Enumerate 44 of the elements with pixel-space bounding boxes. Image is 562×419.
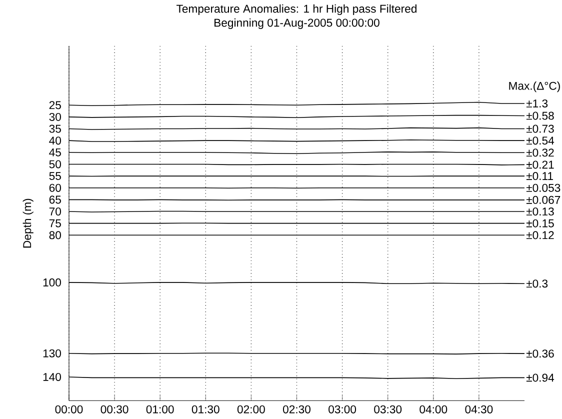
y-tick-label: 25 [49, 101, 61, 110]
series-label: ±0.053 [526, 184, 560, 192]
y-tick-label: 75 [49, 220, 61, 228]
x-tick-label: 01:30 [192, 406, 220, 414]
x-tick-label: 03:00 [328, 406, 356, 414]
y-tick-label: 30 [49, 113, 61, 122]
y-tick-label: 80 [49, 231, 61, 240]
y-tick-label: 70 [49, 208, 61, 216]
series-label: ±0.94 [526, 374, 554, 382]
x-tick-label: 04:30 [465, 406, 493, 414]
series-label: ±0.73 [526, 124, 554, 133]
series-label: ±0.067 [526, 196, 560, 204]
y-tick-label: 50 [49, 160, 61, 168]
y-tick-label: 35 [49, 124, 61, 133]
x-tick-label: 00:30 [100, 406, 128, 414]
y-tick-label: 140 [43, 373, 61, 382]
chart-subtitle: Beginning 01-Aug-2005 00:00:00 [214, 18, 380, 30]
x-tick-label: 03:30 [374, 406, 402, 414]
y-tick-label: 60 [49, 184, 61, 192]
y-tick-label: 65 [49, 196, 61, 204]
series-label: ±1.3 [526, 100, 548, 108]
x-tick-label: 02:30 [283, 406, 310, 414]
chart-title: Temperature Anomalies: 1 hr High pass Filtered [176, 4, 416, 16]
x-tick-label: 04:00 [420, 406, 448, 414]
y-tick-label: 40 [49, 136, 61, 145]
series-label: ±0.21 [526, 160, 554, 169]
y-tick-label: 55 [49, 172, 61, 180]
series-label: ±0.11 [526, 172, 553, 180]
series-label: ±0.36 [526, 350, 554, 358]
y-tick-label: 130 [43, 350, 61, 358]
series-label: ±0.13 [526, 208, 554, 216]
y-tick-label: 45 [49, 148, 61, 157]
series-label: ±0.3 [526, 280, 548, 288]
x-tick-label: 01:00 [146, 406, 174, 414]
series-label: ±0.54 [526, 136, 554, 145]
series-label: ±0.58 [526, 112, 554, 120]
series-label: ±0.32 [526, 148, 554, 157]
y-axis-title: Depth (m) [22, 199, 34, 248]
series-label: ±0.15 [526, 220, 554, 228]
x-tick-label: 02:00 [237, 406, 265, 414]
annotation: Max.(Δ°C) [509, 82, 560, 92]
x-tick-label: 00:00 [55, 406, 83, 414]
series-label: ±0.12 [526, 231, 554, 240]
y-tick-label: 100 [43, 278, 61, 287]
